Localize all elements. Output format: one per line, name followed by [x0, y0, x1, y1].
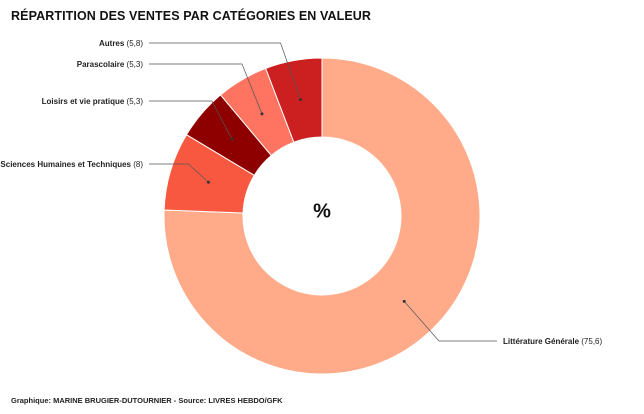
slice-autres [265, 57, 323, 143]
leader-line-sciences-humaines-et-techniques [149, 163, 209, 183]
slice-labels: Littérature Générale (75,6) Sciences Huma… [0, 39, 602, 346]
leader-dot-loisirs-et-vie-pratique [230, 137, 234, 141]
leader-line-loisirs-et-vie-pratique [149, 100, 233, 140]
chart-credit: Graphique: MARINE BRUGIER-DUTOURNIER - S… [11, 396, 283, 405]
slice-label-loisirs-et-vie-pratique: Loisirs et vie pratique (5,3) [42, 97, 144, 106]
donut-slices [163, 57, 481, 375]
leader-line-autres [149, 42, 301, 100]
chart-title: RÉPARTITION DES VENTES PAR CATÉGORIES EN… [11, 9, 372, 23]
slice-label-sciences-humaines-et-techniques: Sciences Humaines et Techniques (8) [0, 160, 143, 169]
center-label: % [313, 200, 331, 222]
leader-dot-litterature-generale [402, 299, 406, 303]
slice-label-litterature-generale: Littérature Générale (75,6) [503, 337, 602, 346]
leader-dot-parascolaire [260, 112, 264, 116]
leader-line-litterature-generale [403, 301, 497, 342]
slice-label-parascolaire: Parascolaire (5,3) [77, 60, 144, 69]
slice-litterature-generale [163, 57, 481, 375]
leader-line-parascolaire [149, 63, 263, 114]
leader-dot-sciences-humaines-et-techniques [206, 180, 210, 184]
leader-lines [149, 42, 497, 342]
slice-label-autres: Autres (5,8) [99, 39, 143, 48]
leader-dot-autres [299, 97, 303, 101]
